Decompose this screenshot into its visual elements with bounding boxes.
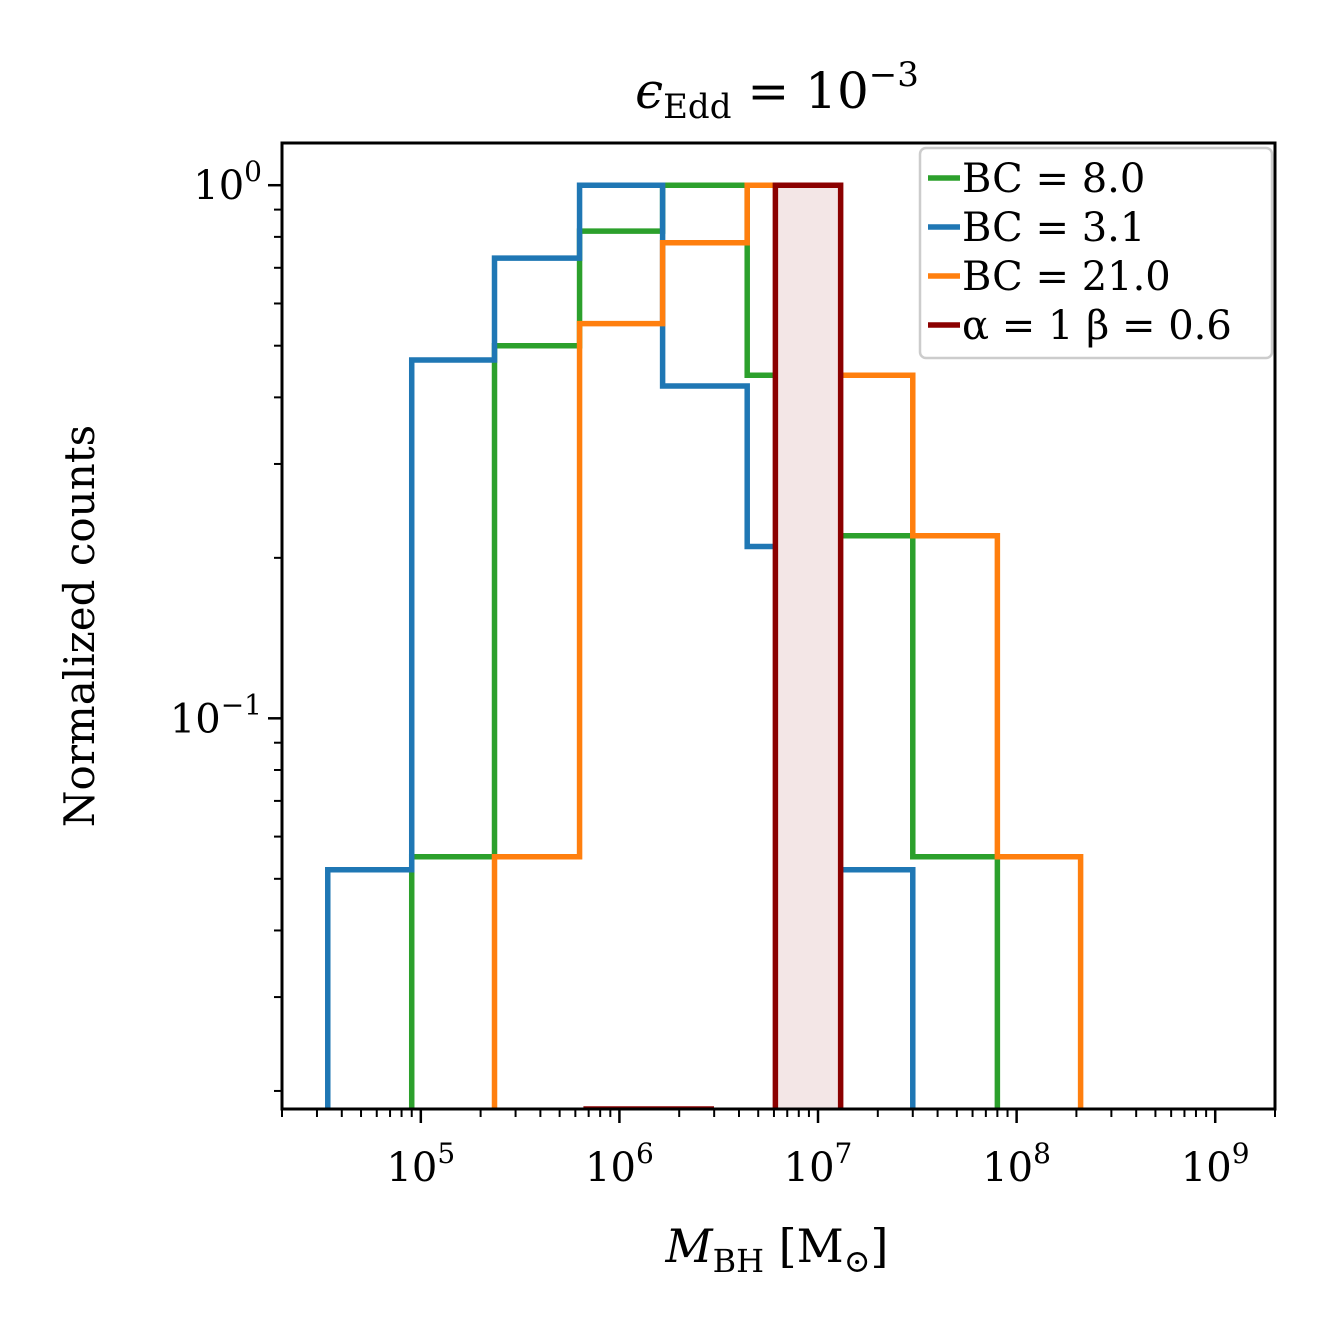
x-tick-label: 109 [1181,1137,1250,1191]
legend-label-1-0-6: α = 1 β = 0.6 [962,303,1232,349]
x-axis-label: MBH [M⊙] [665,1219,889,1280]
y-tick-label: 100 [193,155,262,209]
legend-label-bc-21-0: BC = 21.0 [962,254,1171,300]
x-tick-label: 107 [784,1137,853,1191]
legend-label-bc-3-1: BC = 3.1 [962,205,1145,251]
y-tick-label: 10−1 [170,688,262,742]
series-bc-8-0-step-line [408,182,1001,1109]
plot-frame [280,141,1277,1111]
x-tick-label: 105 [386,1137,455,1191]
axis-ticks: 105 106 107 108 109 100 10−1 [170,155,1276,1191]
legend-box [918,146,1274,360]
chart-title: ϵEdd = 10−3 [635,55,919,127]
series-layer [325,182,1084,1109]
series-1-0-6-bar-1 [772,182,844,1109]
legend: BC = 8.0BC = 3.1BC = 21.0α = 1 β = 0.6 [918,146,1274,360]
y-axis-label: Normalized counts [55,425,104,827]
legend-label-bc-8-0: BC = 8.0 [962,156,1145,202]
x-tick-label: 108 [982,1137,1051,1191]
series-1-0-6-bar-0 [583,1106,714,1109]
x-tick-label: 106 [585,1137,654,1191]
